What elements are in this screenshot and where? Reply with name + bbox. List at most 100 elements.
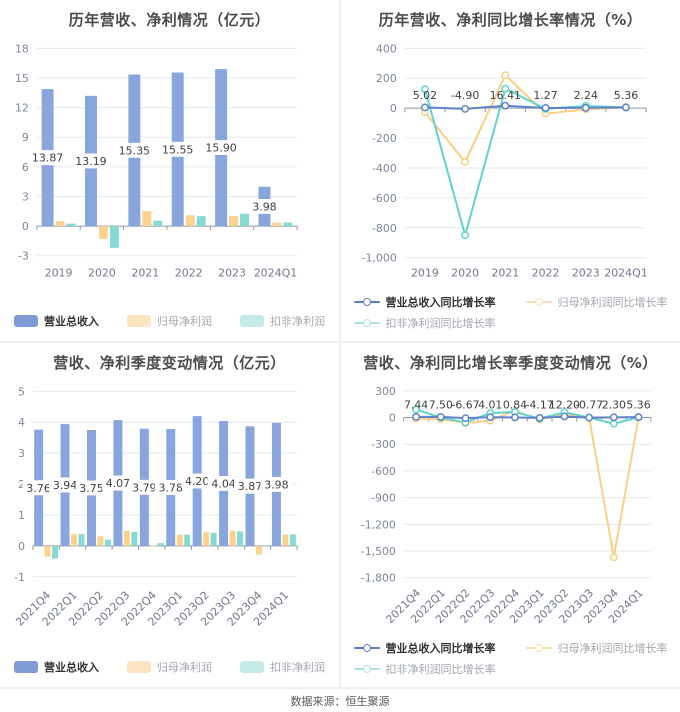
legend-line-marker bbox=[353, 664, 380, 674]
value-label-bg bbox=[49, 477, 82, 493]
value-label-bg bbox=[207, 475, 240, 491]
point-营业总收入同比增长率 bbox=[501, 101, 510, 110]
point-营业总收入同比增长率 bbox=[560, 412, 569, 421]
chart-panel-quarterly-growth: 营收、净利同比增长率季度变动情况（%） 300 0 -300 -600 -900 -1,2… bbox=[341, 343, 680, 687]
point-营业总收入同比增长率 bbox=[609, 413, 618, 422]
value-label-bg bbox=[154, 479, 187, 495]
legend-label: 营业总收入同比增长率 bbox=[385, 296, 496, 309]
legend-item-归母净利润同比增长率[interactable]: 归母净利润同比增长率 bbox=[525, 294, 668, 310]
legend-item-归母净利润[interactable]: 归母净利润 bbox=[127, 313, 212, 329]
y-tick-label: 1 bbox=[18, 509, 25, 522]
bar-扣非净利润 bbox=[52, 545, 59, 559]
point-营业总收入同比增长率 bbox=[461, 414, 470, 423]
legend-quarterly-growth: 营业总收入同比增长率 归母净利润同比增长率扣非净利润同比增长率 bbox=[341, 640, 680, 677]
legend-item-扣非净利润同比增长率[interactable]: 扣非净利润同比增长率 bbox=[353, 315, 496, 331]
data-source-label: 数据来源：恒生聚源 bbox=[290, 694, 390, 708]
legend-item-营业总收入[interactable]: 营业总收入 bbox=[14, 313, 99, 329]
bar-扣非净利润 bbox=[104, 539, 111, 546]
point-归母净利润同比增长率 bbox=[461, 158, 470, 166]
x-tick-label: 2022 bbox=[532, 267, 560, 280]
value-label: 13.87 bbox=[32, 152, 63, 165]
legend-circle-marker bbox=[362, 644, 371, 652]
value-label: 3.76 bbox=[26, 482, 50, 495]
point-营业总收入同比增长率 bbox=[511, 413, 519, 422]
value-label: 3.75 bbox=[79, 482, 103, 495]
chart-title-quarterly-growth: 营收、净利同比增长率季度变动情况（%） bbox=[363, 354, 658, 372]
value-label: 4.04 bbox=[211, 477, 235, 490]
value-label-bg bbox=[248, 198, 281, 214]
legend-circle-marker bbox=[534, 644, 543, 652]
bar-归母净利润 bbox=[98, 226, 108, 239]
bar-扣非净利润 bbox=[78, 534, 85, 546]
y-tick-label: 200 bbox=[376, 72, 397, 85]
bar-扣非净利润 bbox=[66, 223, 76, 227]
y-tick-label: 300 bbox=[375, 385, 396, 398]
legend-label: 扣非净利润 bbox=[270, 661, 325, 674]
legend-item-归母净利润[interactable]: 归母净利润 bbox=[127, 659, 212, 675]
value-label-bg bbox=[158, 141, 197, 157]
legend-item-扣非净利润[interactable]: 扣非净利润 bbox=[240, 313, 325, 329]
y-tick-label: 400 bbox=[376, 42, 397, 55]
legend-label: 归母净利润 bbox=[157, 661, 212, 674]
point-扣非净利润同比增长率 bbox=[609, 419, 618, 428]
value-label: 2.30 bbox=[602, 399, 626, 412]
x-tick-label: 2023 bbox=[572, 267, 600, 280]
y-tick-label: -200 bbox=[372, 132, 397, 145]
value-label-bg bbox=[71, 153, 111, 169]
value-label: 16.41 bbox=[490, 89, 521, 102]
value-label: 15.90 bbox=[205, 142, 236, 155]
chart-panel-yearly-growth: 历年营收、净利同比增长率情况（%） 400 200 0 -200 -400 -600 -80… bbox=[341, 0, 680, 341]
y-tick-label: -1,200 bbox=[361, 518, 396, 531]
legend-line-marker bbox=[353, 643, 380, 653]
chart-panel-quarterly-revenue: 营收、净利季度变动情况（亿元） 5 4 3 2 1 0 -1 2021Q4 2022Q1 2022… bbox=[0, 343, 339, 687]
bar-扣非净利润 bbox=[240, 213, 250, 227]
legend-item-扣非净利润[interactable]: 扣非净利润 bbox=[240, 659, 325, 675]
point-归母净利润同比增长率 bbox=[609, 553, 618, 562]
y-tick-label: 0 bbox=[22, 220, 29, 233]
value-label: -4.17 bbox=[526, 399, 554, 412]
quarterly-growth-line-chart: 3000-300-600-900-1,200-1,500-1,8002021Q4… bbox=[361, 385, 652, 626]
point-扣非净利润同比增长率 bbox=[501, 84, 510, 93]
legend-item-扣非净利润同比增长率[interactable]: 扣非净利润同比增长率 bbox=[353, 661, 496, 677]
legend-label: 营业总收入 bbox=[44, 315, 99, 328]
legend-label: 扣非净利润同比增长率 bbox=[385, 317, 496, 330]
legend-swatch bbox=[240, 661, 264, 673]
value-label: 13.19 bbox=[75, 155, 106, 168]
value-label: 0.84 bbox=[503, 399, 527, 412]
legend-item-归母净利润同比增长率[interactable]: 归母净利润同比增长率 bbox=[525, 640, 668, 656]
y-tick-label: 6 bbox=[22, 161, 29, 174]
value-label: 3.98 bbox=[264, 478, 288, 491]
value-label: 1.27 bbox=[533, 89, 557, 102]
y-tick-label: -1 bbox=[14, 571, 25, 584]
legend-label: 归母净利润同比增长率 bbox=[557, 296, 668, 309]
y-tick-label: -1,000 bbox=[362, 252, 397, 265]
x-tick-label: 2021 bbox=[131, 267, 159, 280]
bar-归母净利润 bbox=[123, 530, 130, 546]
y-tick-label: -800 bbox=[372, 222, 397, 235]
value-label: 2.24 bbox=[574, 89, 598, 102]
bar-归母净利润 bbox=[272, 222, 282, 227]
quarterly-revenue-bar-chart: 543210-12021Q42022Q12022Q22022Q32022Q420… bbox=[13, 385, 298, 629]
chart-title-yearly-revenue: 历年营收、净利情况（亿元） bbox=[68, 11, 271, 29]
value-label: -6.67 bbox=[451, 399, 479, 412]
value-label-bg bbox=[28, 150, 67, 166]
legend-circle-marker bbox=[362, 665, 371, 673]
bar-扣非净利润 bbox=[184, 534, 191, 546]
bar-归母净利润 bbox=[55, 221, 65, 227]
value-label: 4.01 bbox=[478, 399, 502, 412]
value-label: 12.20 bbox=[549, 399, 580, 412]
legend-swatch bbox=[127, 661, 151, 673]
value-label: 7.44 bbox=[404, 399, 428, 412]
legend-item-营业总收入同比增长率[interactable]: 营业总收入同比增长率 bbox=[353, 640, 496, 656]
legend-swatch bbox=[240, 315, 264, 327]
y-tick-label: -1,500 bbox=[361, 545, 396, 558]
value-label: 7.50 bbox=[429, 399, 453, 412]
line-扣非净利润同比增长率 bbox=[415, 408, 639, 425]
y-tick-label: -600 bbox=[371, 465, 396, 478]
y-tick-label: 12 bbox=[15, 102, 29, 115]
bar-扣非净利润 bbox=[237, 531, 244, 546]
legend-item-营业总收入[interactable]: 营业总收入 bbox=[14, 659, 99, 675]
legend-item-营业总收入同比增长率[interactable]: 营业总收入同比增长率 bbox=[353, 294, 496, 310]
value-label: 3.78 bbox=[159, 481, 183, 494]
